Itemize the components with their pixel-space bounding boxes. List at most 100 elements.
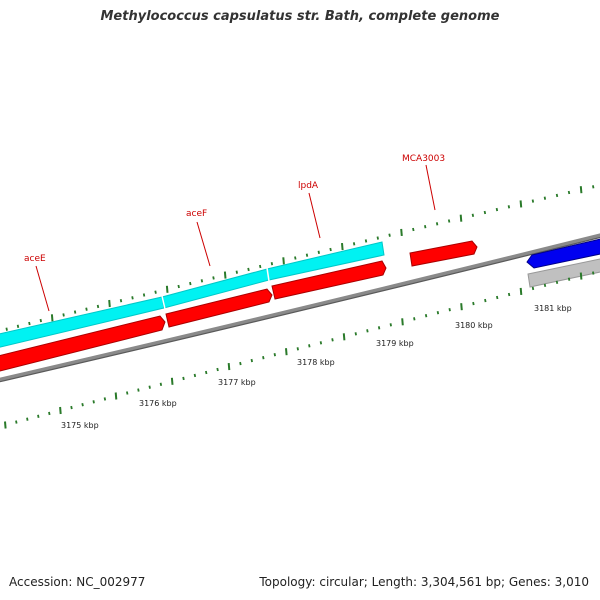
upper-tick-mark xyxy=(96,304,100,309)
lower-tick-mark xyxy=(460,303,463,311)
scale-label-3175: 3175 kbp xyxy=(61,421,99,430)
upper-tick-mark xyxy=(73,310,77,314)
upper-tick-mark xyxy=(483,210,487,215)
lower-tick-mark xyxy=(170,377,174,385)
upper-tick-mark xyxy=(352,242,356,246)
gene-label-ace-f: aceF xyxy=(186,209,207,219)
upper-tick-mark xyxy=(555,193,559,198)
upper-tick-mark xyxy=(294,256,297,260)
upper-tick-mark xyxy=(142,293,146,297)
upper-tick-track xyxy=(5,185,595,331)
upper-tick-mark xyxy=(388,233,391,237)
feature-block-reverse xyxy=(527,258,600,288)
lower-tick-mark xyxy=(496,295,499,300)
upper-tick-mark xyxy=(154,290,157,294)
lower-tick-mark xyxy=(592,271,595,275)
upper-tick-mark xyxy=(507,205,511,209)
upper-tick-mark xyxy=(376,236,379,240)
upper-tick-mark xyxy=(305,253,309,257)
scale-label-3178: 3178 kbp xyxy=(297,358,335,367)
gene-labels: aceE aceF lpdA MCA3003 xyxy=(24,154,445,264)
map-title: Methylococcus capsulatus str. Bath, comp… xyxy=(100,9,500,24)
scale-label-3176: 3176 kbp xyxy=(139,399,177,408)
scale-label-3177: 3177 kbp xyxy=(218,378,256,387)
lower-tick-mark xyxy=(193,373,197,378)
upper-tick-mark xyxy=(471,213,475,217)
cds-arrow-lpd-a xyxy=(271,260,387,300)
lower-tick-mark xyxy=(413,317,416,321)
lower-tick-mark xyxy=(472,301,475,306)
upper-tick-mark xyxy=(270,262,274,266)
lower-tick-mark xyxy=(148,385,151,389)
upper-tick-mark xyxy=(364,239,368,243)
upper-tick-mark xyxy=(567,190,571,195)
upper-tick-mark xyxy=(317,250,320,254)
cds-track-forward xyxy=(0,240,478,372)
accession-text: Accession: NC_002977 xyxy=(9,575,146,589)
lower-tick-mark xyxy=(285,348,288,356)
upper-tick-mark xyxy=(131,296,134,300)
upper-tick-mark xyxy=(400,228,403,236)
upper-tick-mark xyxy=(119,299,123,303)
lower-tick-mark xyxy=(543,283,547,287)
lower-tick-mark xyxy=(436,311,440,315)
upper-tick-mark xyxy=(5,327,8,331)
lower-tick-mark xyxy=(114,392,118,400)
lower-tick-mark xyxy=(48,411,51,416)
lower-tick-mark xyxy=(555,280,559,284)
scale-label-3180: 3180 kbp xyxy=(455,321,493,330)
lower-tick-mark xyxy=(92,400,95,404)
upper-tick-mark xyxy=(519,200,523,208)
lower-tick-mark xyxy=(126,391,129,395)
upper-tick-mark xyxy=(28,321,31,326)
lower-tick-mark xyxy=(531,286,535,291)
lower-tick-mark xyxy=(26,417,29,421)
upper-tick-mark xyxy=(341,243,344,251)
lower-tick-mark xyxy=(37,414,40,418)
upper-tick-mark xyxy=(543,196,547,200)
cds-arrow-ace-e xyxy=(0,315,166,372)
leader-line-mca3003 xyxy=(425,164,436,211)
lower-tick-mark xyxy=(507,292,511,297)
upper-tick-mark xyxy=(435,222,439,226)
upper-tick-mark xyxy=(412,227,415,232)
upper-tick-mark xyxy=(177,284,180,289)
lower-tick-mark xyxy=(567,277,571,281)
scale-labels: 3175 kbp 3176 kbp 3177 kbp 3178 kbp 3179… xyxy=(61,304,572,430)
lower-tick-mark xyxy=(159,382,163,386)
lower-tick-mark xyxy=(70,405,73,410)
upper-tick-mark xyxy=(50,314,54,322)
leader-line-ace-e xyxy=(35,265,50,312)
lower-tick-mark xyxy=(366,329,369,333)
backbone-line xyxy=(0,233,600,382)
lower-tick-mark xyxy=(308,344,311,348)
upper-tick-mark xyxy=(108,299,111,308)
lower-tick-track xyxy=(4,271,595,429)
lower-tick-mark xyxy=(579,272,583,280)
lower-tick-mark xyxy=(448,308,451,312)
lower-tick-mark xyxy=(319,341,323,345)
lower-tick-mark xyxy=(401,318,404,326)
scale-label-3181: 3181 kbp xyxy=(534,304,572,313)
genome-summary-text: Topology: circular; Length: 3,304,561 bp… xyxy=(259,575,589,589)
scale-label-3179: 3179 kbp xyxy=(376,339,414,348)
upper-tick-mark xyxy=(531,199,535,203)
lower-tick-mark xyxy=(424,314,428,318)
lower-tick-mark xyxy=(15,420,18,424)
lower-tick-mark xyxy=(205,370,208,375)
lower-tick-mark xyxy=(182,376,185,381)
lower-tick-mark xyxy=(59,406,62,415)
gene-label-mca3003: MCA3003 xyxy=(402,154,445,164)
gene-label-leaders xyxy=(35,164,436,312)
lower-tick-mark xyxy=(389,323,392,327)
lower-tick-mark xyxy=(377,326,381,330)
leader-line-ace-f xyxy=(196,221,211,267)
upper-tick-mark xyxy=(212,276,215,280)
lower-tick-mark xyxy=(250,358,253,363)
feature-block-separator xyxy=(266,267,270,282)
lower-tick-mark xyxy=(331,338,334,342)
upper-tick-mark xyxy=(16,324,20,328)
upper-tick-mark xyxy=(39,318,42,323)
gene-label-lpd-a: lpdA xyxy=(298,181,319,191)
